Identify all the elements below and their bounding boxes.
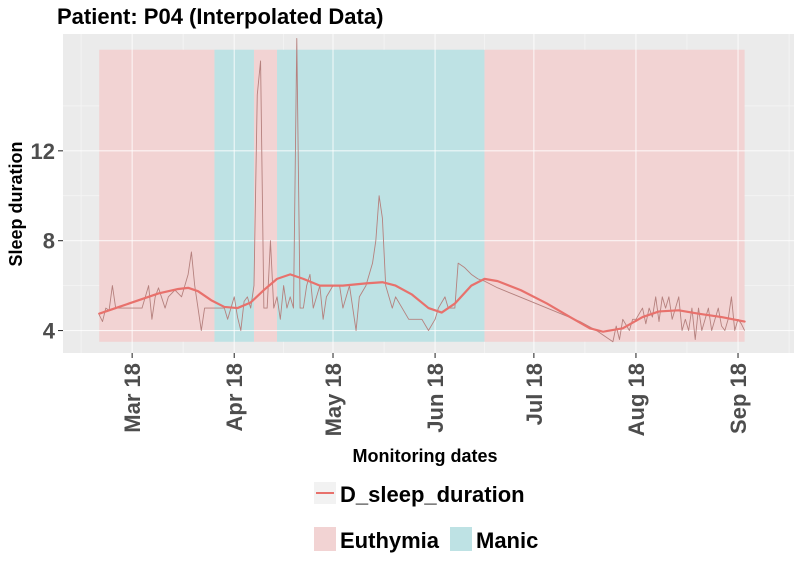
x-tick-label: May 18 — [321, 363, 346, 436]
legend: D_sleep_duration Euthymia Manic — [314, 482, 538, 553]
x-axis-ticks: Mar 18 Apr 18 May 18 Jun 18 Jul 18 Aug 18 Sep … — [120, 353, 751, 436]
x-tick-label: Jun 18 — [423, 363, 448, 433]
x-tick-label: Aug 18 — [624, 363, 649, 436]
y-axis-label: Sleep duration — [6, 141, 26, 266]
legend-state-euthymia: Euthymia — [314, 527, 440, 553]
chart-title: Patient: P04 (Interpolated Data) — [57, 4, 383, 29]
legend-state-euthymia-label: Euthymia — [340, 528, 440, 553]
x-tick-label: Mar 18 — [120, 363, 145, 433]
legend-state-manic-label: Manic — [476, 528, 538, 553]
x-tick-label: Apr 18 — [222, 363, 247, 431]
legend-series-item: D_sleep_duration — [314, 482, 525, 507]
legend-series-label: D_sleep_duration — [340, 482, 525, 507]
legend-state-manic: Manic — [450, 527, 538, 553]
x-tick-label: Jul 18 — [522, 363, 547, 425]
series-layer — [98, 38, 746, 343]
y-tick-label: 8 — [43, 229, 55, 254]
state-band-euthymia — [253, 49, 278, 342]
y-axis-ticks: 4 8 12 — [31, 139, 63, 344]
grid-major — [63, 34, 794, 353]
legend-state-manic-key — [450, 527, 472, 551]
x-tick-label: Sep 18 — [726, 363, 751, 434]
x-axis-label: Monitoring dates — [353, 446, 498, 466]
legend-state-euthymia-key — [314, 527, 336, 551]
series-smooth-line — [98, 273, 746, 333]
series-raw-line — [98, 38, 746, 343]
state-band-manic — [277, 49, 485, 342]
y-tick-label: 4 — [43, 319, 56, 344]
state-bands — [99, 49, 745, 342]
y-tick-label: 12 — [31, 139, 55, 164]
state-band-euthymia — [99, 49, 215, 342]
